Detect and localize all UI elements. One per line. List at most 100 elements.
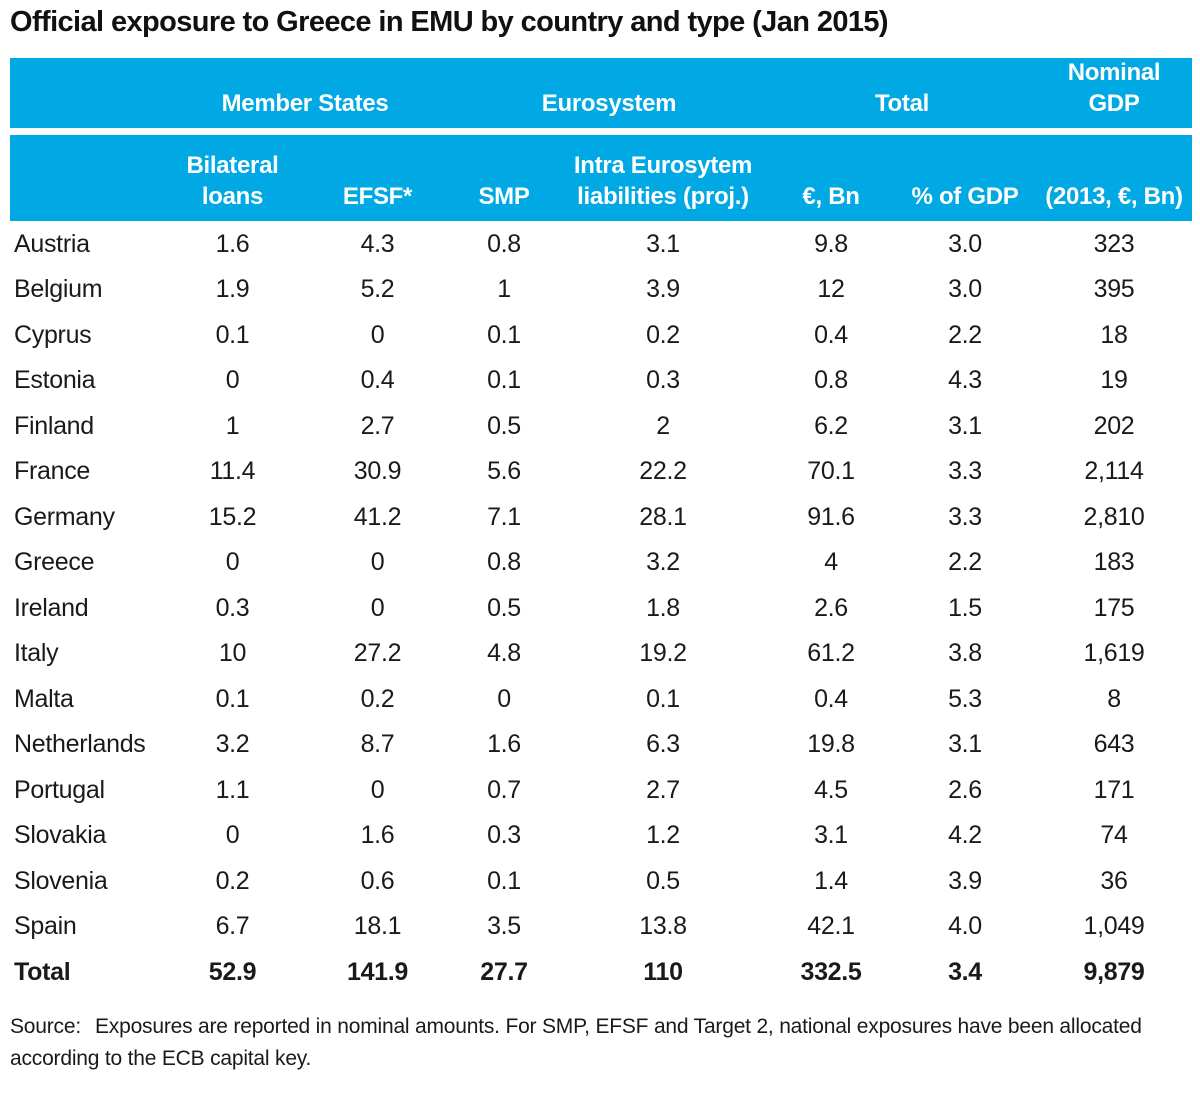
column-header-eur-bn: €, Bn xyxy=(768,131,894,222)
table-body: Austria 1.6 4.3 0.8 3.1 9.8 3.0 323 Belgium 1.9 5.… xyxy=(10,221,1192,995)
group-header-member-states: Member States xyxy=(160,58,450,136)
value-cell: 9,879 xyxy=(1083,957,1145,986)
value-cell: 7.1 xyxy=(487,502,521,531)
value-cell: 27.7 xyxy=(480,957,528,986)
value-cell: 0 xyxy=(370,548,385,577)
value-cell: 36 xyxy=(1100,866,1128,895)
column-header-intra-eurosystem: Intra Eurosytem liabilities (proj.) xyxy=(558,131,768,222)
value-cell: 0.1 xyxy=(646,684,680,713)
table-row: Estonia 0 0.4 0.1 0.3 0.8 4.3 19 xyxy=(10,358,1192,404)
value-cell: 30.9 xyxy=(353,457,402,486)
country-cell: Estonia xyxy=(14,366,96,395)
value-cell: 0.4 xyxy=(814,684,848,713)
table-row: Italy 10 27.2 4.8 19.2 61.2 3.8 1,619 xyxy=(10,631,1192,677)
value-cell: 0.4 xyxy=(360,366,395,395)
source-text: Exposures are reported in nominal amount… xyxy=(10,1014,1142,1070)
value-cell: 0.8 xyxy=(814,366,848,395)
value-cell: 1.6 xyxy=(487,730,521,759)
value-cell: 1,619 xyxy=(1083,639,1145,668)
value-cell: 19 xyxy=(1100,366,1128,395)
column-header-gdp-2013: (2013, €, Bn) xyxy=(1036,131,1192,222)
value-cell: 0.1 xyxy=(487,320,521,349)
value-cell: 0.1 xyxy=(487,366,521,395)
table-row: Belgium 1.9 5.2 1 3.9 12 3.0 395 xyxy=(10,267,1192,313)
value-cell: 3.3 xyxy=(948,457,982,486)
value-cell: 202 xyxy=(1093,411,1135,440)
value-cell: 141.9 xyxy=(346,957,409,986)
value-cell: 6.7 xyxy=(215,912,250,941)
value-cell: 0.5 xyxy=(487,593,521,622)
country-cell: Portugal xyxy=(14,775,105,804)
figure-title: Official exposure to Greece in EMU by co… xyxy=(10,6,889,38)
value-cell: 3.4 xyxy=(948,957,982,986)
table-row: France 11.4 30.9 5.6 22.2 70.1 3.3 2,114 xyxy=(10,449,1192,495)
country-cell: Total xyxy=(14,957,71,986)
value-cell: 2,114 xyxy=(1084,457,1144,486)
value-cell: 0 xyxy=(225,548,240,577)
value-cell: 1.4 xyxy=(814,866,848,895)
corner-cell xyxy=(10,131,160,222)
value-cell: 61.2 xyxy=(807,639,855,668)
value-cell: 1.6 xyxy=(215,229,250,258)
value-cell: 1.1 xyxy=(215,775,250,804)
source-note: Source: Exposures are reported in nominal… xyxy=(10,1011,1158,1075)
column-header-efsf: EFSF* xyxy=(305,131,450,222)
value-cell: 1.5 xyxy=(948,593,982,622)
value-cell: 1.8 xyxy=(646,593,680,622)
table-header: Member States Eurosystem Total Nominal G… xyxy=(10,58,1192,222)
value-cell: 3.2 xyxy=(215,730,250,759)
value-cell: 5.2 xyxy=(360,275,395,304)
value-cell: 2.6 xyxy=(948,775,982,804)
value-cell: 0.3 xyxy=(646,366,680,395)
value-cell: 0.2 xyxy=(360,684,395,713)
value-cell: 2,810 xyxy=(1083,502,1145,531)
table-row: Slovakia 0 1.6 0.3 1.2 3.1 4.2 74 xyxy=(10,813,1192,859)
value-cell: 0.1 xyxy=(215,320,250,349)
source-label: Source: xyxy=(10,1014,81,1038)
value-cell: 27.2 xyxy=(353,639,402,668)
column-header-pct-of-gdp: % of GDP xyxy=(894,131,1036,222)
value-cell: 0.2 xyxy=(646,320,680,349)
table-row: Ireland 0.3 0 0.5 1.8 2.6 1.5 175 xyxy=(10,585,1192,631)
country-cell: France xyxy=(14,457,91,486)
value-cell: 19.2 xyxy=(639,639,687,668)
country-cell: Germany xyxy=(14,502,115,531)
value-cell: 5.3 xyxy=(948,684,982,713)
value-cell: 183 xyxy=(1093,548,1135,577)
value-cell: 0 xyxy=(370,593,385,622)
value-cell: 13.8 xyxy=(639,912,687,941)
value-cell: 0.3 xyxy=(487,821,521,850)
value-cell: 9.8 xyxy=(814,229,848,258)
total-row: Total 52.9 141.9 27.7 110 332.5 3.4 9,879 xyxy=(10,949,1192,995)
country-cell: Austria xyxy=(14,229,90,258)
country-cell: Slovenia xyxy=(14,866,108,895)
value-cell: 3.8 xyxy=(948,639,982,668)
value-cell: 175 xyxy=(1093,593,1135,622)
value-cell: 3.9 xyxy=(948,866,982,895)
value-cell: 6.3 xyxy=(646,730,680,759)
value-cell: 52.9 xyxy=(208,957,257,986)
value-cell: 2.2 xyxy=(948,320,982,349)
table-row: Slovenia 0.2 0.6 0.1 0.5 1.4 3.9 36 xyxy=(10,858,1192,904)
value-cell: 3.0 xyxy=(948,275,982,304)
value-cell: 4 xyxy=(824,548,838,577)
value-cell: 19.8 xyxy=(807,730,855,759)
value-cell: 3.3 xyxy=(948,502,982,531)
value-cell: 2.7 xyxy=(360,411,395,440)
value-cell: 22.2 xyxy=(639,457,687,486)
value-cell: 1.6 xyxy=(360,821,395,850)
table-row: Greece 0 0 0.8 3.2 4 2.2 183 xyxy=(10,540,1192,586)
column-header-smp: SMP xyxy=(450,131,558,222)
group-header-row: Member States Eurosystem Total Nominal G… xyxy=(10,58,1192,136)
value-cell: 1,049 xyxy=(1083,912,1145,941)
value-cell: 1.9 xyxy=(215,275,250,304)
value-cell: 12 xyxy=(817,275,845,304)
value-cell: 28.1 xyxy=(639,502,687,531)
country-cell: Belgium xyxy=(14,275,103,304)
country-cell: Ireland xyxy=(14,593,89,622)
group-header-total: Total xyxy=(768,58,1036,136)
value-cell: 8 xyxy=(1107,684,1121,713)
value-cell: 3.1 xyxy=(948,730,982,759)
value-cell: 0 xyxy=(370,775,385,804)
value-cell: 110 xyxy=(643,957,683,986)
